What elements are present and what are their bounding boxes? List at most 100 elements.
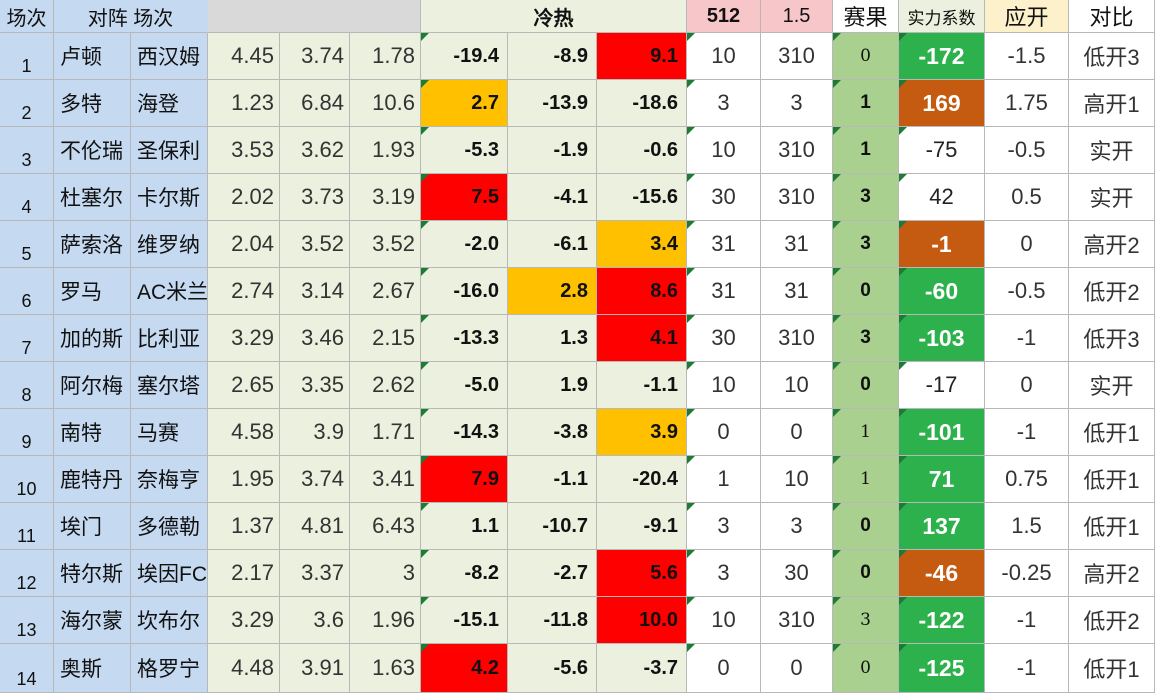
heat-loss-cell[interactable]: 3.4 [597,221,687,268]
col-512-cell[interactable]: 3 [687,80,761,127]
col-512-cell[interactable]: 0 [687,409,761,456]
odds-loss-cell[interactable]: 1.63 [350,644,421,693]
header-compare[interactable]: 对比 [1069,0,1155,33]
compare-cell[interactable]: 实开 [1069,174,1155,221]
power-cell[interactable]: -60 [899,268,985,315]
odds-draw-cell[interactable]: 3.62 [280,127,350,174]
heat-win-cell[interactable]: -5.0 [421,362,508,409]
compare-cell[interactable]: 低开2 [1069,597,1155,644]
compare-cell[interactable]: 低开1 [1069,409,1155,456]
home-team-cell[interactable]: 加的斯 [54,315,131,362]
odds-loss-cell[interactable]: 1.96 [350,597,421,644]
col-1-5-cell[interactable]: 310 [761,597,833,644]
row-index-cell[interactable]: 10 [0,456,54,503]
heat-draw-cell[interactable]: -6.1 [508,221,597,268]
odds-draw-cell[interactable]: 3.14 [280,268,350,315]
heat-win-cell[interactable]: 4.2 [421,644,508,693]
header-512[interactable]: 512 [687,0,761,33]
odds-draw-cell[interactable]: 3.74 [280,456,350,503]
should-open-cell[interactable]: -0.5 [985,268,1069,315]
should-open-cell[interactable]: -1 [985,597,1069,644]
heat-loss-cell[interactable]: 9.1 [597,33,687,80]
power-cell[interactable]: 42 [899,174,985,221]
col-1-5-cell[interactable]: 0 [761,644,833,693]
compare-cell[interactable]: 高开2 [1069,550,1155,597]
col-1-5-cell[interactable]: 31 [761,221,833,268]
heat-win-cell[interactable]: -8.2 [421,550,508,597]
header-heat[interactable]: 冷热 [421,0,687,33]
heat-win-cell[interactable]: -5.3 [421,127,508,174]
power-cell[interactable]: 71 [899,456,985,503]
odds-loss-cell[interactable]: 2.15 [350,315,421,362]
should-open-cell[interactable]: -0.25 [985,550,1069,597]
heat-win-cell[interactable]: -14.3 [421,409,508,456]
header-odds[interactable] [208,0,421,33]
heat-draw-cell[interactable]: -4.1 [508,174,597,221]
away-team-cell[interactable]: 埃因FC [131,550,208,597]
result-cell[interactable]: 0 [833,550,899,597]
heat-loss-cell[interactable]: -0.6 [597,127,687,174]
odds-win-cell[interactable]: 2.65 [208,362,280,409]
odds-draw-cell[interactable]: 3.74 [280,33,350,80]
heat-draw-cell[interactable]: -13.9 [508,80,597,127]
heat-win-cell[interactable]: -13.3 [421,315,508,362]
compare-cell[interactable]: 低开1 [1069,503,1155,550]
heat-draw-cell[interactable]: -3.8 [508,409,597,456]
heat-win-cell[interactable]: 7.9 [421,456,508,503]
row-index-cell[interactable]: 13 [0,597,54,644]
result-cell[interactable]: 0 [833,33,899,80]
result-cell[interactable]: 3 [833,221,899,268]
heat-win-cell[interactable]: -2.0 [421,221,508,268]
heat-draw-cell[interactable]: -5.6 [508,644,597,693]
power-cell[interactable]: -125 [899,644,985,693]
col-512-cell[interactable]: 0 [687,644,761,693]
col-512-cell[interactable]: 3 [687,550,761,597]
should-open-cell[interactable]: -0.5 [985,127,1069,174]
home-team-cell[interactable]: 不伦瑞 [54,127,131,174]
should-open-cell[interactable]: -1 [985,644,1069,693]
compare-cell[interactable]: 低开2 [1069,268,1155,315]
col-1-5-cell[interactable]: 0 [761,409,833,456]
result-cell[interactable]: 1 [833,80,899,127]
heat-win-cell[interactable]: 7.5 [421,174,508,221]
away-team-cell[interactable]: 卡尔斯 [131,174,208,221]
odds-win-cell[interactable]: 1.37 [208,503,280,550]
col-1-5-cell[interactable]: 3 [761,503,833,550]
col-1-5-cell[interactable]: 310 [761,174,833,221]
away-team-cell[interactable]: 维罗纳 [131,221,208,268]
result-cell[interactable]: 3 [833,315,899,362]
heat-loss-cell[interactable]: -20.4 [597,456,687,503]
heat-draw-cell[interactable]: -1.9 [508,127,597,174]
should-open-cell[interactable]: -1 [985,409,1069,456]
heat-draw-cell[interactable]: 1.3 [508,315,597,362]
compare-cell[interactable]: 实开 [1069,362,1155,409]
odds-win-cell[interactable]: 1.23 [208,80,280,127]
away-team-cell[interactable]: 比利亚 [131,315,208,362]
header-result[interactable]: 赛果 [833,0,899,33]
power-cell[interactable]: -103 [899,315,985,362]
row-index-cell[interactable]: 14 [0,644,54,693]
odds-win-cell[interactable]: 2.04 [208,221,280,268]
home-team-cell[interactable]: 海尔蒙 [54,597,131,644]
result-cell[interactable]: 1 [833,456,899,503]
result-cell[interactable]: 0 [833,362,899,409]
home-team-cell[interactable]: 罗马 [54,268,131,315]
away-team-cell[interactable]: 塞尔塔 [131,362,208,409]
odds-loss-cell[interactable]: 3.41 [350,456,421,503]
odds-draw-cell[interactable]: 3.46 [280,315,350,362]
odds-win-cell[interactable]: 4.48 [208,644,280,693]
odds-loss-cell[interactable]: 3 [350,550,421,597]
row-index-cell[interactable]: 4 [0,174,54,221]
odds-win-cell[interactable]: 3.29 [208,315,280,362]
heat-win-cell[interactable]: 2.7 [421,80,508,127]
odds-draw-cell[interactable]: 3.91 [280,644,350,693]
power-cell[interactable]: -17 [899,362,985,409]
heat-loss-cell[interactable]: -1.1 [597,362,687,409]
header-index[interactable]: 场次 [0,0,54,33]
should-open-cell[interactable]: -1.5 [985,33,1069,80]
heat-loss-cell[interactable]: 4.1 [597,315,687,362]
heat-draw-cell[interactable]: -2.7 [508,550,597,597]
row-index-cell[interactable]: 11 [0,503,54,550]
odds-loss-cell[interactable]: 1.93 [350,127,421,174]
compare-cell[interactable]: 实开 [1069,127,1155,174]
